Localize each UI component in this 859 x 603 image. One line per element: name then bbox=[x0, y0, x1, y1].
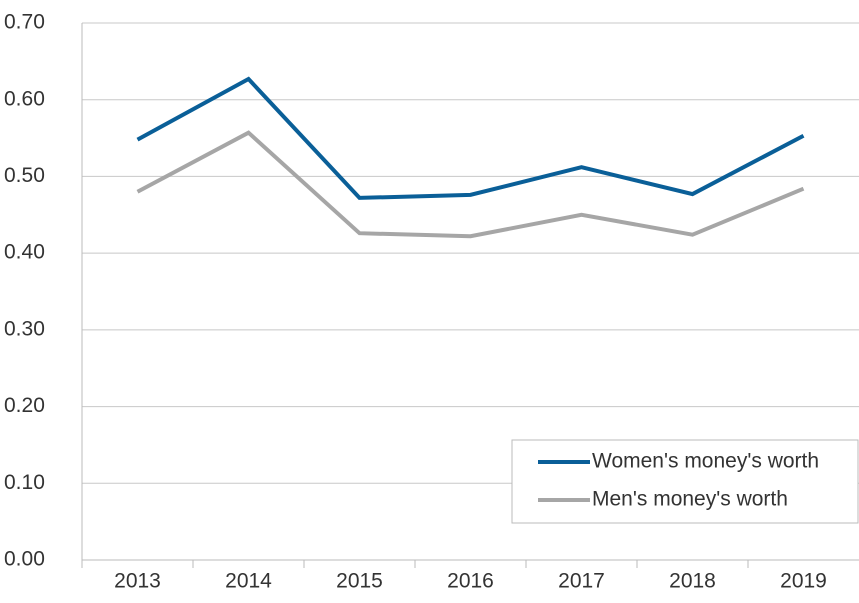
legend-label: Women's money's worth bbox=[592, 450, 819, 473]
y-tick-label: 0.20 bbox=[4, 394, 45, 417]
y-tick-label: 0.00 bbox=[4, 548, 45, 571]
series-line bbox=[136, 76, 805, 200]
y-tick-label: 0.50 bbox=[4, 164, 45, 187]
x-tick-label: 2016 bbox=[447, 570, 494, 593]
x-tick-label: 2013 bbox=[114, 570, 161, 593]
y-tick-label: 0.60 bbox=[4, 87, 45, 110]
legend-label: Men's money's worth bbox=[592, 488, 788, 511]
series-line bbox=[136, 130, 805, 239]
x-tick-label: 2017 bbox=[558, 570, 605, 593]
y-tick-label: 0.70 bbox=[4, 11, 45, 34]
x-tick-label: 2018 bbox=[669, 570, 716, 593]
y-tick-label: 0.10 bbox=[4, 471, 45, 494]
x-tick-label: 2019 bbox=[780, 570, 827, 593]
x-tick-label: 2014 bbox=[225, 570, 272, 593]
x-tick-label: 2015 bbox=[336, 570, 383, 593]
y-tick-label: 0.30 bbox=[4, 317, 45, 340]
y-tick-label: 0.40 bbox=[4, 241, 45, 264]
legend-box bbox=[511, 439, 859, 524]
